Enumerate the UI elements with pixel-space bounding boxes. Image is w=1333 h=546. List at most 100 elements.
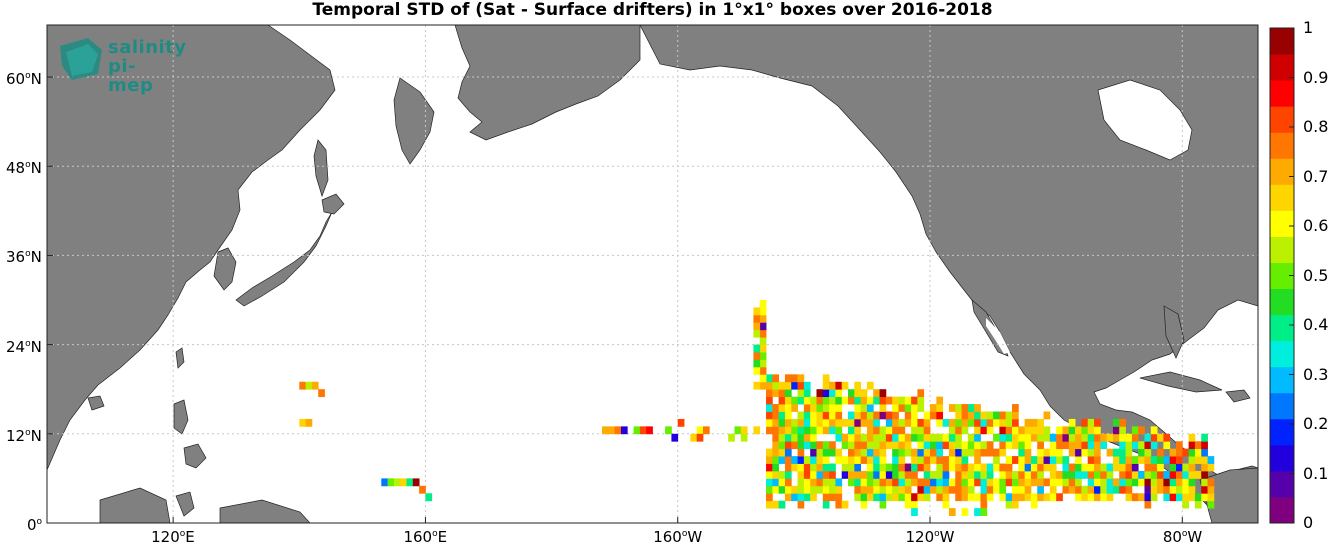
std-cell xyxy=(1138,441,1145,450)
colorbar-segment xyxy=(1270,80,1294,107)
std-cell xyxy=(759,307,767,316)
std-cell xyxy=(1131,456,1139,464)
std-cell xyxy=(677,418,685,427)
std-cell xyxy=(999,485,1007,494)
std-cell xyxy=(980,485,988,494)
std-cell xyxy=(1012,456,1019,464)
std-cell xyxy=(911,470,918,479)
std-cell xyxy=(848,478,855,487)
std-cell xyxy=(1056,478,1063,487)
std-cell xyxy=(885,441,893,450)
std-cell xyxy=(1112,463,1120,472)
colorbar-segment xyxy=(1270,210,1294,237)
std-cell xyxy=(1094,493,1101,502)
std-cell xyxy=(778,389,786,398)
kamchatka xyxy=(393,77,435,165)
std-cell xyxy=(898,396,906,405)
std-cell xyxy=(810,448,817,457)
std-cell xyxy=(980,493,988,502)
std-cell xyxy=(1068,418,1076,427)
std-cell xyxy=(646,426,653,435)
std-cell xyxy=(1037,441,1044,450)
std-cell xyxy=(1062,441,1070,450)
std-cell xyxy=(822,404,830,412)
std-cell xyxy=(1056,448,1063,457)
std-cell xyxy=(766,374,773,383)
std-cell xyxy=(1169,448,1177,457)
std-cell xyxy=(1194,448,1202,457)
std-cell xyxy=(980,463,988,472)
std-cell xyxy=(1138,426,1145,435)
std-cell xyxy=(1188,433,1196,442)
std-cell xyxy=(822,485,830,494)
std-cell xyxy=(866,404,874,412)
std-cell xyxy=(1075,493,1082,502)
std-cell xyxy=(841,463,849,472)
std-cell xyxy=(980,426,988,435)
std-cell xyxy=(904,433,912,442)
std-cell xyxy=(898,404,906,412)
colorbar-segment xyxy=(1270,418,1294,446)
std-cell xyxy=(784,448,792,457)
std-cell xyxy=(1169,470,1177,479)
std-cell xyxy=(1188,485,1196,494)
std-cell xyxy=(974,441,981,450)
std-cell xyxy=(879,411,887,420)
std-cell xyxy=(816,396,824,405)
std-cell xyxy=(848,389,855,398)
std-cell xyxy=(772,404,780,412)
std-cell xyxy=(961,485,969,494)
std-cell xyxy=(766,404,773,412)
std-cell xyxy=(425,493,433,502)
std-cell xyxy=(772,381,780,390)
std-cell xyxy=(885,493,893,502)
std-cell xyxy=(1087,441,1095,450)
std-cell xyxy=(1144,478,1152,487)
std-cell xyxy=(778,470,786,479)
std-cell xyxy=(810,426,817,435)
std-cell xyxy=(1018,433,1026,442)
std-cell xyxy=(1188,456,1196,464)
std-cell xyxy=(885,470,893,479)
std-cell xyxy=(885,478,893,487)
std-cell xyxy=(1100,470,1108,479)
std-cell xyxy=(1201,463,1208,472)
std-cell xyxy=(803,493,811,502)
std-cell xyxy=(860,478,868,487)
std-cell xyxy=(854,463,862,472)
hispaniola xyxy=(1225,389,1251,403)
std-cell xyxy=(854,456,862,464)
std-cell xyxy=(1169,493,1177,502)
std-cell xyxy=(1119,456,1126,464)
std-cell xyxy=(784,478,792,487)
std-cell xyxy=(923,485,931,494)
taiwan xyxy=(175,347,185,369)
std-cell xyxy=(816,485,824,494)
std-cell xyxy=(841,456,849,464)
std-cell xyxy=(305,418,313,427)
std-cell xyxy=(753,366,761,375)
std-cell xyxy=(784,411,792,420)
colorbar-tick-label: 0 xyxy=(1303,513,1314,532)
std-cell xyxy=(797,463,805,472)
std-cell xyxy=(854,396,862,405)
std-cell xyxy=(1119,426,1126,435)
std-cell xyxy=(1037,493,1044,502)
std-cell xyxy=(1094,441,1101,450)
std-cell xyxy=(1087,478,1095,487)
std-cell xyxy=(1062,478,1070,487)
std-cell xyxy=(1087,426,1095,435)
std-cell xyxy=(841,500,849,509)
std-cell xyxy=(1207,493,1215,502)
std-cell xyxy=(1119,433,1126,442)
std-cell xyxy=(848,396,855,405)
std-cell xyxy=(860,485,868,494)
std-cell xyxy=(848,470,855,479)
std-cell xyxy=(999,478,1007,487)
std-cell xyxy=(961,470,969,479)
lon-tick-label: 120oE xyxy=(151,528,195,546)
std-cell xyxy=(784,404,792,412)
std-cell xyxy=(1144,470,1152,479)
std-cell xyxy=(766,418,773,427)
